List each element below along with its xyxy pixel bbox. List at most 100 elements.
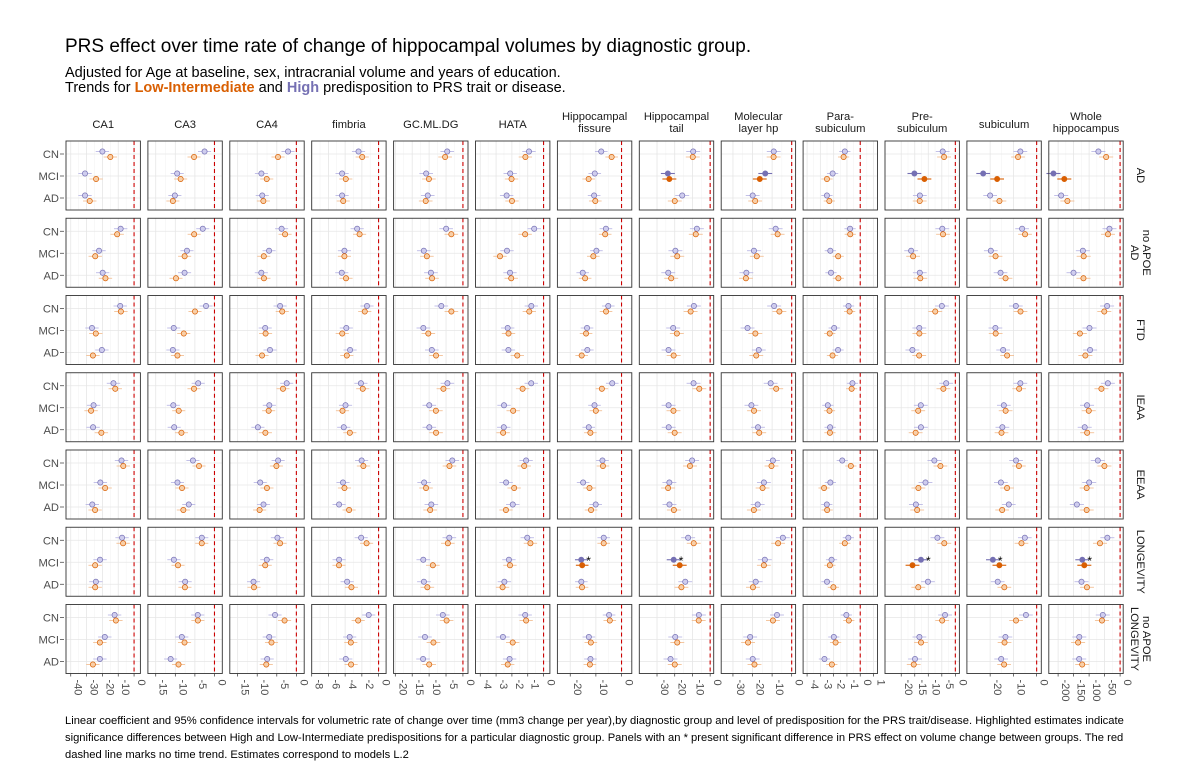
y-category-label: CN bbox=[43, 458, 59, 470]
facet-panel bbox=[966, 449, 1042, 520]
high-point bbox=[690, 380, 697, 387]
low-point bbox=[263, 176, 270, 182]
panel-border bbox=[556, 295, 633, 365]
y-category-label: CN bbox=[43, 613, 59, 625]
panel-border bbox=[720, 449, 797, 520]
facet-panel bbox=[720, 449, 797, 520]
high-point bbox=[195, 380, 202, 387]
high-point bbox=[839, 457, 846, 464]
row-strip-label: AD bbox=[1134, 168, 1146, 184]
x-tick-label: -3 bbox=[821, 680, 833, 690]
column-strip-label: HATA bbox=[499, 119, 528, 131]
low-point bbox=[918, 639, 924, 646]
x-tick-label: 0 bbox=[380, 680, 392, 686]
high-point bbox=[357, 380, 364, 387]
low-point bbox=[175, 661, 182, 668]
x-tick-label: -5 bbox=[278, 680, 290, 690]
high-point bbox=[769, 457, 776, 464]
high-point bbox=[989, 556, 996, 563]
panel-border bbox=[475, 295, 551, 365]
low-point bbox=[356, 231, 363, 238]
row-strip-label: AD bbox=[1128, 245, 1140, 261]
facet-panel: * bbox=[966, 526, 1042, 597]
low-point bbox=[342, 176, 349, 182]
low-point bbox=[1098, 385, 1105, 392]
y-category-label: MCI bbox=[38, 557, 59, 569]
high-point bbox=[824, 578, 830, 585]
low-point bbox=[760, 562, 767, 569]
low-point bbox=[443, 617, 450, 624]
high-point bbox=[912, 656, 918, 662]
high-point bbox=[823, 192, 830, 199]
low-point bbox=[752, 198, 759, 204]
x-tick-label: -1 bbox=[848, 680, 860, 690]
low-point bbox=[1018, 540, 1025, 547]
panel-border bbox=[556, 217, 633, 288]
x-tick-label: -10 bbox=[119, 680, 131, 696]
low-point bbox=[579, 562, 586, 569]
high-point bbox=[831, 325, 838, 331]
low-point bbox=[180, 507, 187, 513]
subtitle-suffix: predisposition to PRS trait or disease. bbox=[319, 80, 566, 96]
low-point bbox=[343, 275, 349, 282]
low-point bbox=[1002, 275, 1009, 282]
panel-border bbox=[311, 295, 387, 365]
low-point bbox=[355, 617, 362, 624]
facet-panel bbox=[884, 449, 960, 520]
low-point bbox=[666, 176, 673, 182]
x-tick-label: -2 bbox=[363, 680, 375, 690]
high-point bbox=[355, 148, 362, 155]
high-point bbox=[767, 380, 774, 387]
high-point bbox=[509, 501, 516, 508]
low-point bbox=[1103, 154, 1110, 160]
high-point bbox=[980, 170, 987, 177]
panel-border bbox=[1048, 449, 1124, 520]
x-tick-label: -20 bbox=[991, 680, 1003, 696]
high-point bbox=[999, 424, 1006, 431]
high-point bbox=[420, 247, 427, 254]
low-point bbox=[994, 176, 1001, 182]
high-point bbox=[1076, 656, 1083, 662]
low-point bbox=[429, 275, 435, 282]
column-strip-label: Hippocampal bbox=[644, 111, 709, 123]
column-strip-label: Hippocampal bbox=[562, 111, 627, 123]
high-point bbox=[602, 225, 609, 232]
column-strip-label: hippocampus bbox=[1053, 123, 1120, 135]
facet-panel bbox=[884, 295, 960, 365]
low-point bbox=[102, 485, 109, 491]
facet-panel bbox=[802, 604, 878, 674]
high-point bbox=[835, 347, 842, 353]
high-point bbox=[1104, 534, 1111, 541]
low-point bbox=[695, 617, 702, 624]
low-point bbox=[260, 198, 267, 204]
low-point bbox=[917, 275, 924, 282]
high-point bbox=[772, 225, 779, 232]
low-point bbox=[1061, 176, 1068, 182]
low-point bbox=[261, 275, 267, 282]
x-tick-label: -30 bbox=[658, 680, 670, 696]
panel-border bbox=[475, 604, 551, 674]
column-strip-label: Whole bbox=[1070, 111, 1102, 123]
high-point bbox=[916, 634, 923, 640]
x-tick-label: 0 bbox=[861, 680, 873, 686]
high-point bbox=[254, 424, 261, 431]
high-point bbox=[82, 192, 88, 199]
facet-panel bbox=[65, 372, 141, 443]
panel-border bbox=[475, 449, 551, 520]
y-category-label: AD bbox=[43, 348, 59, 360]
low-point bbox=[821, 485, 827, 491]
high-point bbox=[1017, 380, 1024, 387]
x-tick-label: 0 bbox=[956, 680, 968, 686]
low-point bbox=[592, 407, 599, 414]
low-point bbox=[1022, 231, 1029, 238]
low-point bbox=[359, 385, 366, 392]
low-point bbox=[916, 352, 923, 359]
panel-border bbox=[884, 526, 960, 597]
facet-panel bbox=[884, 217, 960, 288]
row-strip-label: LONGEVITY bbox=[1128, 607, 1140, 672]
low-point bbox=[588, 507, 594, 513]
x-tick-label: 0 bbox=[464, 680, 476, 686]
high-point bbox=[578, 556, 585, 563]
high-point bbox=[830, 634, 837, 640]
panel-border bbox=[884, 295, 960, 365]
